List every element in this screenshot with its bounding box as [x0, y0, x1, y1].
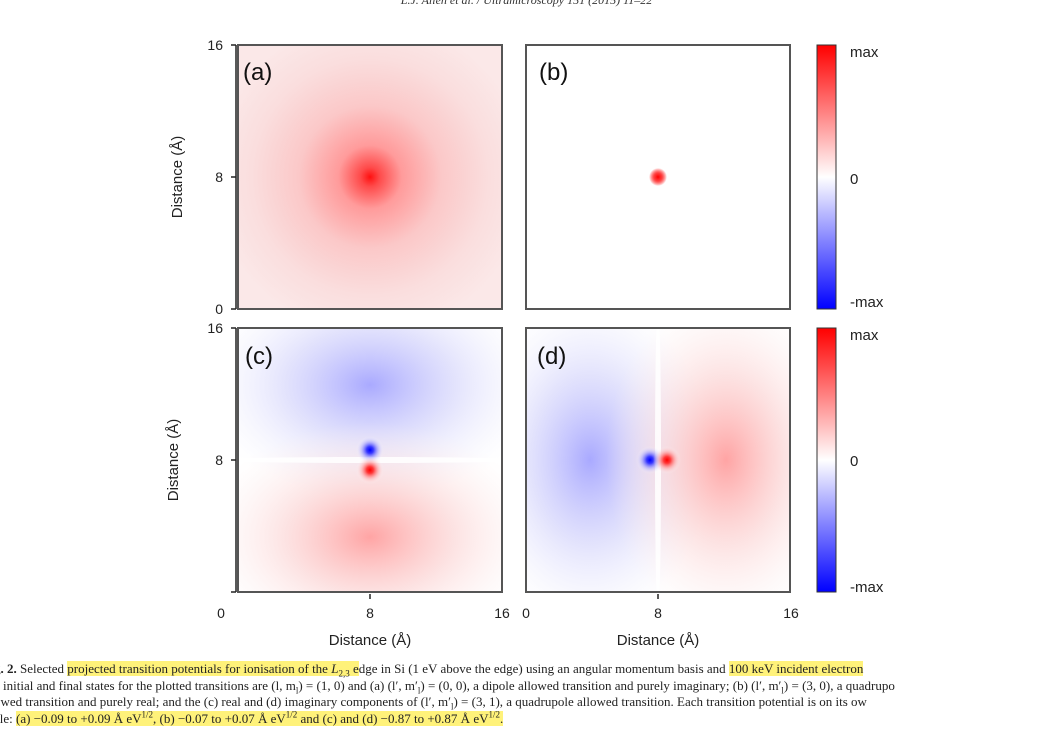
caption-highlight-3: (a) −0.09 to +0.09 Å eV1/2, (b) −0.07 to… [16, 709, 504, 726]
x-tick-right-16: 16 [783, 605, 799, 621]
x-axis-title-right: Distance (Å) [617, 632, 700, 649]
caption-highlight-2: 100 keV incident electron [728, 661, 864, 676]
caption-line-1: g. 2. Selected projected transition pote… [0, 661, 864, 679]
colorbar-bottom-max-label: max [850, 327, 879, 344]
y-tick-bottom-16: 16 [207, 320, 223, 336]
y-tick-top-0: 0 [215, 301, 223, 317]
y-axis-title-top: Distance (Å) [169, 136, 186, 219]
caption-highlight-1: projected transition potentials for ioni… [67, 661, 359, 679]
panel-c-positive-peak [356, 456, 384, 484]
panel-b-hotspot [649, 168, 667, 186]
y-tick-top-16: 16 [207, 37, 223, 53]
x-tick-left-0: 0 [217, 605, 225, 621]
panel-d-positive-lobe [606, 328, 790, 592]
panel-d: (d) [525, 327, 791, 593]
x-tick-left-16: 16 [494, 605, 510, 621]
panel-d-frame [525, 327, 791, 593]
colorbar-bottom-zero-label: 0 [850, 453, 858, 470]
panel-b: (b) [525, 44, 791, 310]
x-axis-ticks [369, 594, 659, 599]
panel-a-frame [237, 44, 503, 310]
caption-line-4: ale: (a) −0.09 to +0.09 Å eV1/2, (b) −0.… [0, 709, 504, 726]
panel-d-label: (d) [537, 343, 566, 370]
colorbar-bottom: max 0 -max [816, 327, 884, 596]
running-head: L.J. Allen et al. / Ultramicroscopy 151 … [400, 0, 653, 7]
colorbar-top-zero-label: 0 [850, 171, 858, 188]
panel-a-label: (a) [243, 59, 272, 86]
figure-2: (a) (b) (c) (d) [165, 37, 884, 649]
x-axis-title-left: Distance (Å) [329, 632, 412, 649]
panel-a: (a) [237, 44, 503, 310]
panel-c-negative-peak [356, 436, 384, 464]
caption-line-3: owed transition and purely real; and the… [0, 694, 867, 712]
panel-b-label: (b) [539, 59, 568, 86]
caption-line-2: e initial and final states for the plott… [0, 677, 895, 696]
x-tick-right-0: 0 [522, 605, 530, 621]
colorbar-bottom-min-label: -max [850, 579, 884, 596]
colorbar-top: max 0 -max [816, 44, 884, 311]
colorbar-top-max-label: max [850, 44, 879, 61]
y-axis-bottom [231, 327, 237, 593]
figure-caption: g. 2. Selected projected transition pote… [0, 661, 1053, 727]
colorbar-bottom-gradient [816, 327, 837, 593]
panel-c-positive-lobe [238, 422, 502, 592]
panel-c-label: (c) [245, 343, 273, 370]
colorbar-top-gradient [816, 44, 837, 310]
panel-c: (c) [237, 327, 503, 593]
panel-a-map [238, 45, 502, 309]
colorbar-top-min-label: -max [850, 294, 884, 311]
x-tick-left-8: 8 [366, 605, 374, 621]
panel-b-frame [525, 44, 791, 310]
y-axis-top [231, 44, 237, 310]
y-tick-top-8: 8 [215, 169, 223, 185]
panel-d-positive-peak [653, 446, 681, 474]
y-tick-bottom-8: 8 [215, 452, 223, 468]
x-tick-right-8: 8 [654, 605, 662, 621]
y-axis-title-bottom: Distance (Å) [165, 419, 182, 502]
panel-c-frame [237, 327, 503, 593]
